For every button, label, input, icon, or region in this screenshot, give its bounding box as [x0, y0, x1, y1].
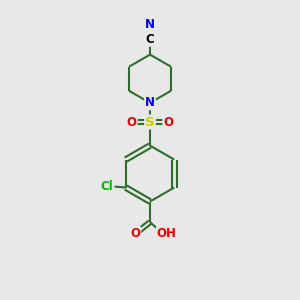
Text: O: O — [130, 227, 140, 240]
Text: O: O — [163, 116, 173, 128]
Text: N: N — [145, 18, 155, 31]
Text: C: C — [146, 33, 154, 46]
Text: OH: OH — [157, 227, 177, 240]
Text: Cl: Cl — [101, 180, 114, 193]
Text: N: N — [145, 96, 155, 110]
Text: S: S — [145, 116, 155, 128]
Text: O: O — [127, 116, 137, 128]
